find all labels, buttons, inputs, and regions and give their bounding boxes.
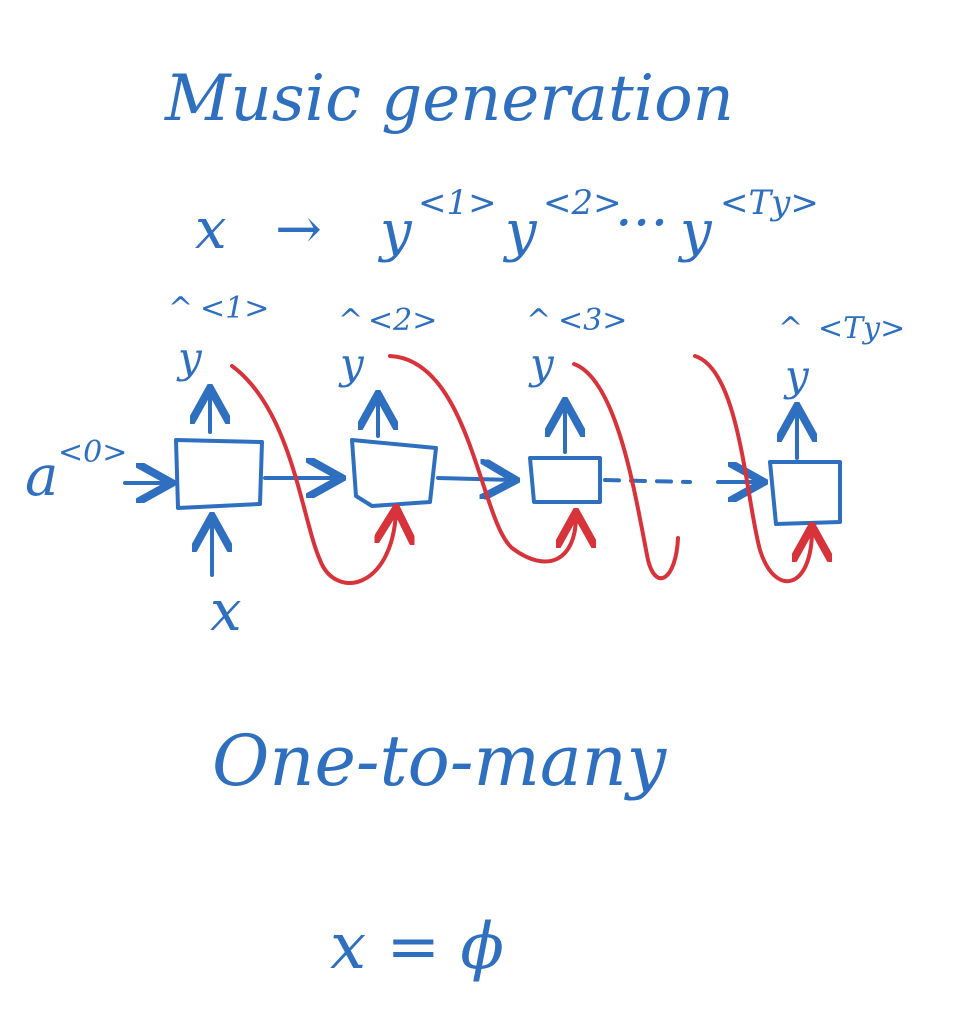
svg-text:<2>: <2> [368, 303, 437, 338]
feedback-curve-2 [388, 354, 576, 564]
svg-text:y: y [176, 333, 203, 382]
rnn-cell-ty [768, 460, 842, 526]
output-label-3: ^ <3> y [526, 303, 627, 388]
sequence-output-2-sup: <2> [543, 183, 622, 223]
svg-text:<3>: <3> [558, 303, 627, 338]
svg-text:^: ^ [168, 291, 193, 326]
svg-text:^: ^ [778, 311, 803, 346]
initial-activation: a <0> [25, 435, 127, 509]
svg-text:a: a [25, 444, 58, 509]
feedback-curve-1 [230, 364, 396, 585]
output-label-2: ^ <2> y [338, 303, 437, 388]
sequence-output-1-base: y [377, 199, 413, 264]
feedback-curve-ty [693, 354, 812, 584]
svg-text:<1>: <1> [200, 291, 269, 326]
subtitle: One-to-many [212, 720, 668, 802]
sequence-mapping: x → y <1> y <2> ··· y <Ty> [195, 183, 819, 264]
svg-text:y: y [338, 339, 365, 388]
svg-text:^: ^ [338, 303, 363, 338]
rnn-cell-2 [350, 438, 438, 508]
rnn-cell-1 [174, 438, 264, 510]
page-title: Music generation [164, 62, 734, 136]
rnn-cell-3 [528, 456, 602, 504]
svg-text:^: ^ [526, 303, 551, 338]
input-label: x [210, 579, 242, 644]
sequence-output-ty-sup: <Ty> [720, 183, 819, 223]
sequence-output-2-base: y [502, 199, 538, 264]
sequence-arrow: → [275, 197, 322, 262]
svg-text:y: y [528, 339, 555, 388]
activation-arrow-2-3 [436, 478, 512, 480]
feedback-curve-3 [572, 362, 680, 581]
svg-text:y: y [783, 351, 810, 400]
sequence-output-1-sup: <1> [418, 183, 497, 223]
sequence-ellipsis: ··· [615, 191, 668, 256]
null-input-equation: x = ϕ [330, 910, 504, 984]
output-label-ty: ^ <Ty> y [778, 311, 905, 400]
output-label-1: ^ <1> y [168, 291, 269, 382]
svg-text:<Ty>: <Ty> [818, 311, 905, 346]
sequence-input: x [195, 197, 227, 262]
svg-text:<0>: <0> [58, 435, 127, 470]
sequence-output-ty-base: y [677, 199, 713, 264]
activation-dashes [603, 478, 692, 484]
